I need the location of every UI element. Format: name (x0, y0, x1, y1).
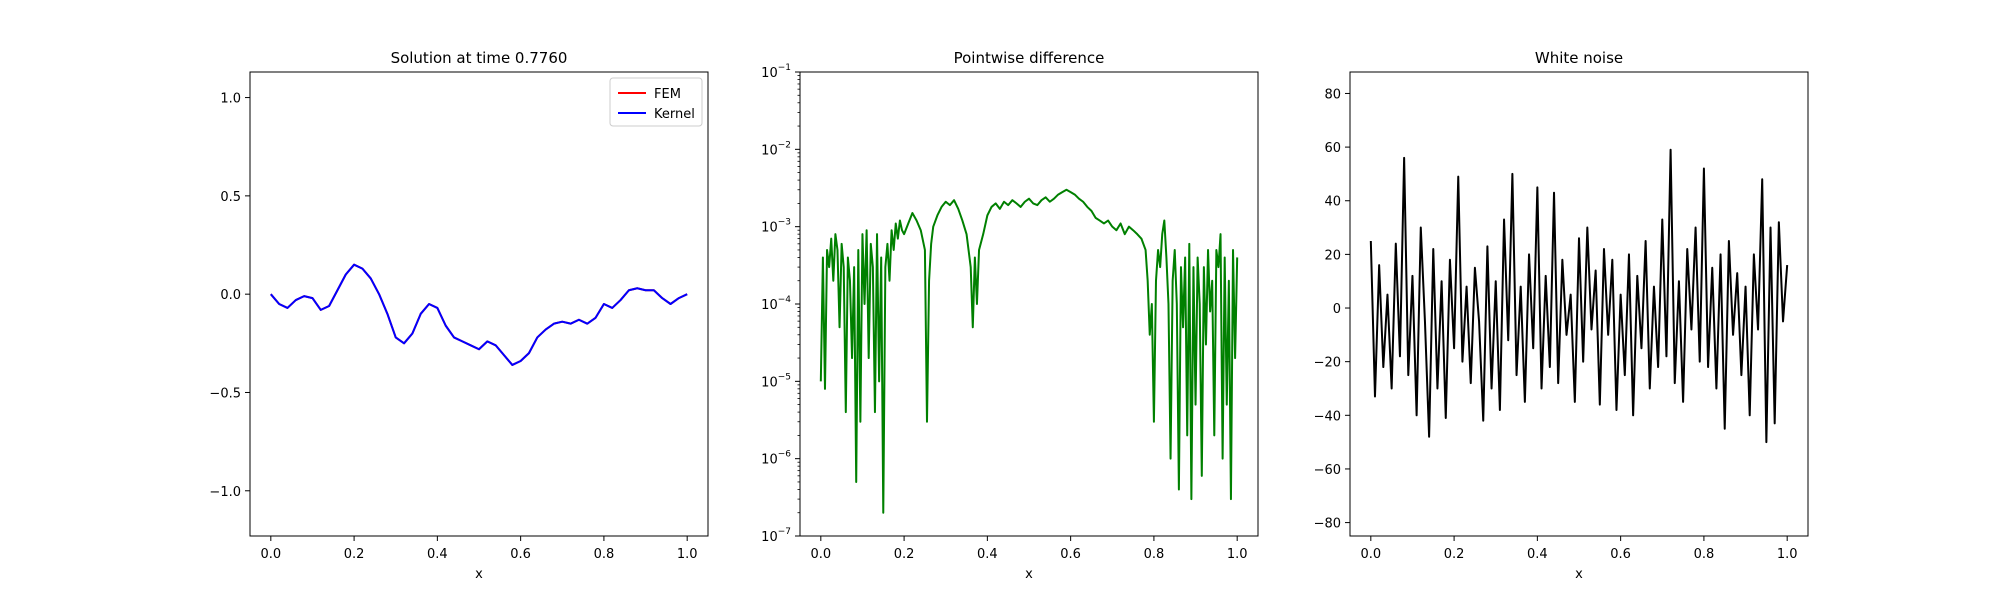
pointwise-difference-x-axis-label: x (1025, 567, 1033, 582)
white-noise-chart-title: White noise (1535, 49, 1623, 67)
white-noise-series-line (1369, 148, 1789, 444)
x-tick-label: 0.6 (1610, 547, 1631, 562)
pointwise-difference-series-line (819, 188, 1239, 514)
x-tick-label: 0.4 (427, 547, 448, 562)
x-tick-label: 0.4 (1527, 547, 1548, 562)
x-tick-label: 0.6 (510, 547, 531, 562)
x-tick-label: 1.0 (677, 547, 698, 562)
y-tick-label: −60 (1314, 463, 1341, 478)
x-tick-label: 1.0 (1227, 547, 1248, 562)
x-tick-label: 0.8 (1144, 547, 1165, 562)
y-tick-label: 80 (1324, 87, 1341, 102)
y-tick-label: −40 (1314, 409, 1341, 424)
y-tick-label: −80 (1314, 517, 1341, 532)
y-tick-label: 40 (1324, 195, 1341, 210)
x-tick-label: 0.0 (1360, 547, 1381, 562)
solution-legend: FEM Kernel (609, 77, 703, 127)
solution-panel: Solution at time 0.7760 x FEM Kernel 0.0… (209, 49, 709, 582)
pointwise-difference-panel: Pointwise difference x 0.0 0.2 0.4 0.6 0.8 1.… (761, 49, 1259, 582)
x-tick-label: 0.2 (1444, 547, 1465, 562)
white-noise-x-axis-label: x (1575, 567, 1583, 582)
x-tick-label: 0.2 (894, 547, 915, 562)
solution-plot-frame (249, 71, 709, 537)
solution-x-axis-label: x (475, 567, 483, 582)
y-tick-label: −1.0 (209, 485, 241, 500)
y-tick-label: 60 (1324, 141, 1341, 156)
y-tick-label: 0.5 (220, 190, 241, 205)
x-tick-label: 0.0 (810, 547, 831, 562)
legend-label-fem: FEM (654, 87, 681, 102)
y-tick-label: 0 (1333, 302, 1341, 317)
x-tick-label: 1.0 (1777, 547, 1798, 562)
white-noise-plot-frame (1349, 71, 1809, 537)
x-tick-label: 0.0 (260, 547, 281, 562)
x-tick-label: 0.2 (344, 547, 365, 562)
y-tick-label: 20 (1324, 248, 1341, 263)
y-tick-label: 0.0 (220, 288, 241, 303)
white-noise-panel: White noise x 0.0 0.2 0.4 0.6 0.8 1.0 −80 −60 −4… (1314, 49, 1809, 582)
x-tick-label: 0.4 (977, 547, 998, 562)
x-tick-label: 0.8 (1694, 547, 1715, 562)
y-tick-label: −20 (1314, 356, 1341, 371)
solution-chart-title: Solution at time 0.7760 (391, 49, 568, 67)
pointwise-difference-chart-title: Pointwise difference (954, 49, 1105, 67)
y-tick-label: 1.0 (220, 92, 241, 107)
y-tick-label: −0.5 (209, 386, 241, 401)
kernel-series-line (270, 263, 688, 366)
legend-label-kernel: Kernel (654, 107, 695, 122)
x-tick-label: 0.6 (1060, 547, 1081, 562)
x-tick-label: 0.8 (594, 547, 615, 562)
